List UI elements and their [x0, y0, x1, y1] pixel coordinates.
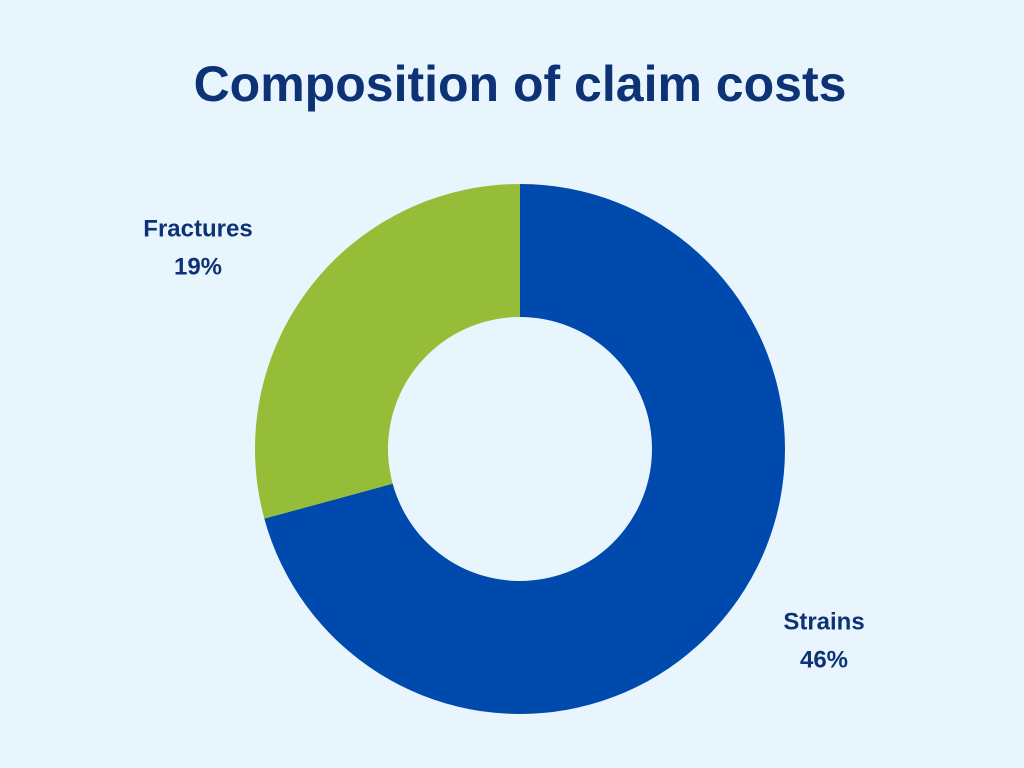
chart-title: Composition of claim costs — [194, 56, 847, 112]
slice-value-label: 19% — [174, 253, 222, 280]
donut-slice — [255, 184, 521, 519]
slice-label: Strains — [783, 608, 864, 635]
slice-value-label: 46% — [800, 646, 848, 673]
slice-label: Fractures — [143, 215, 252, 242]
donut-slice — [264, 184, 785, 715]
